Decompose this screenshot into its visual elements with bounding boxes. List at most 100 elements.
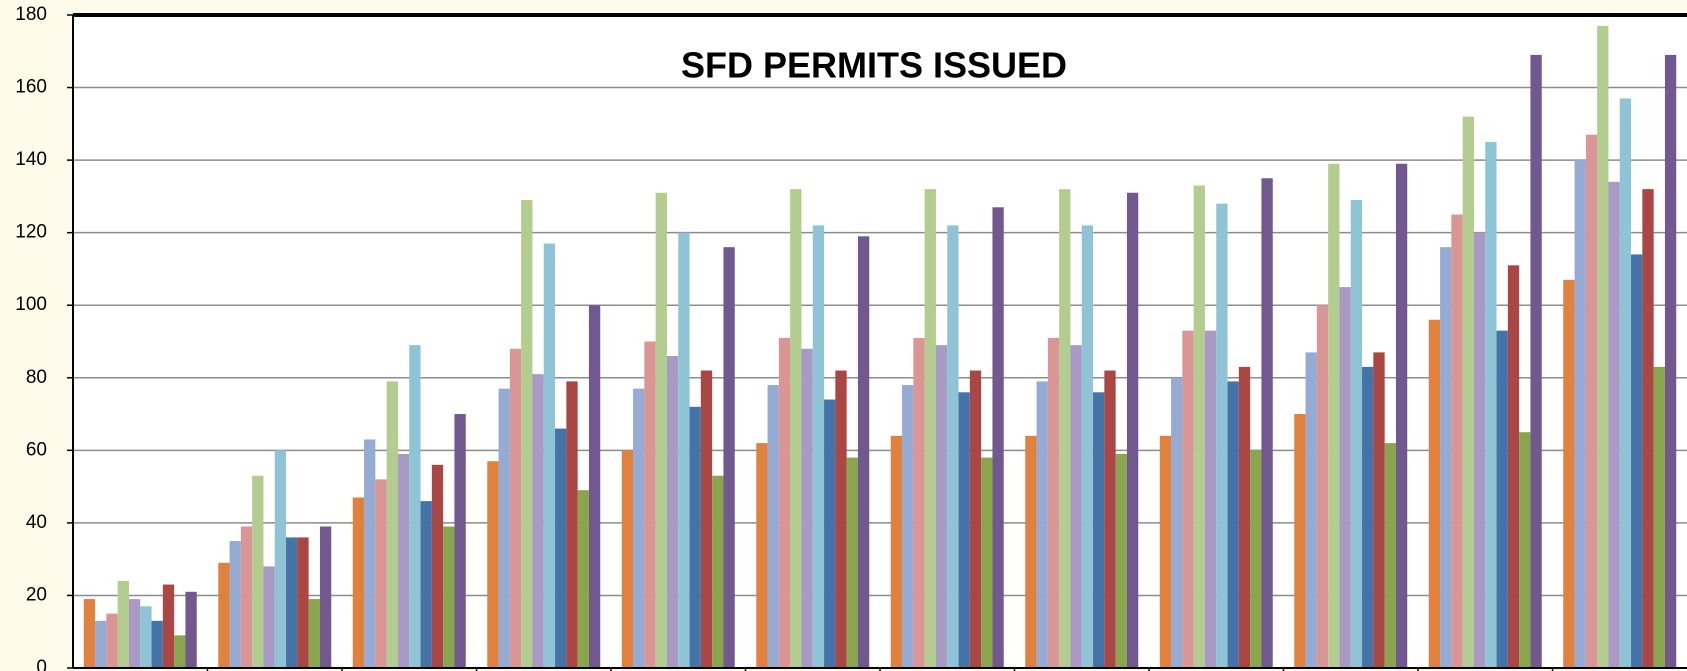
bar bbox=[992, 207, 1004, 668]
bar bbox=[678, 232, 690, 668]
bar bbox=[1025, 435, 1037, 668]
bar bbox=[666, 356, 679, 668]
bar bbox=[1036, 381, 1048, 668]
bar bbox=[1462, 116, 1474, 669]
y-tick-label: 80 bbox=[26, 367, 47, 388]
bar bbox=[1171, 377, 1183, 668]
bar bbox=[1619, 98, 1632, 668]
bar bbox=[1059, 189, 1071, 668]
bar bbox=[532, 374, 544, 668]
bar bbox=[117, 580, 129, 668]
bar bbox=[969, 370, 982, 668]
bar bbox=[297, 537, 309, 668]
bar bbox=[1451, 214, 1463, 668]
bar bbox=[443, 526, 455, 668]
bar bbox=[1047, 337, 1060, 668]
bar bbox=[106, 613, 118, 668]
bar bbox=[1328, 163, 1340, 668]
y-tick-label: 160 bbox=[15, 77, 47, 98]
bar bbox=[521, 200, 533, 668]
bar bbox=[240, 526, 253, 668]
bar bbox=[1530, 54, 1542, 668]
bar bbox=[1440, 247, 1452, 668]
y-tick-label: 0 bbox=[36, 657, 47, 671]
bar bbox=[498, 388, 510, 668]
y-tick-label: 20 bbox=[26, 584, 47, 605]
bar bbox=[700, 370, 713, 668]
bar bbox=[621, 450, 634, 668]
bar bbox=[1294, 414, 1306, 668]
bar bbox=[824, 399, 836, 668]
bar bbox=[174, 635, 186, 668]
bar bbox=[1250, 450, 1262, 668]
bar bbox=[308, 599, 320, 668]
bar bbox=[1126, 192, 1139, 668]
bar bbox=[1081, 225, 1094, 668]
bar bbox=[431, 464, 444, 668]
bar bbox=[83, 599, 96, 668]
bar bbox=[958, 392, 970, 668]
bar bbox=[274, 450, 287, 668]
bar bbox=[1159, 435, 1172, 668]
bar bbox=[555, 428, 567, 668]
bar bbox=[140, 606, 152, 668]
bar bbox=[1585, 134, 1598, 668]
bar bbox=[409, 345, 421, 668]
bar bbox=[1485, 141, 1497, 668]
bar bbox=[801, 348, 813, 668]
bar bbox=[846, 457, 858, 668]
bar bbox=[229, 541, 241, 668]
bar bbox=[95, 620, 107, 668]
bar bbox=[352, 497, 365, 668]
bar bbox=[1507, 265, 1520, 668]
bar bbox=[935, 345, 948, 668]
bar bbox=[981, 457, 993, 668]
bar bbox=[890, 435, 903, 668]
bar bbox=[162, 584, 175, 668]
bar bbox=[1350, 200, 1363, 668]
bar bbox=[454, 414, 466, 668]
y-tick-label: 40 bbox=[26, 512, 47, 533]
bar bbox=[1070, 345, 1082, 668]
bar bbox=[397, 453, 410, 668]
bar bbox=[902, 385, 914, 668]
bar bbox=[1395, 163, 1408, 668]
bar bbox=[1496, 330, 1508, 668]
bar bbox=[1227, 381, 1239, 668]
bar bbox=[723, 247, 735, 668]
bar bbox=[218, 562, 230, 668]
y-tick-label: 100 bbox=[15, 294, 47, 315]
chart-title: SFD PERMITS ISSUED bbox=[681, 45, 1067, 86]
bar bbox=[185, 591, 197, 668]
bar bbox=[633, 388, 645, 668]
bar bbox=[835, 370, 847, 668]
bar bbox=[1362, 366, 1374, 668]
bar bbox=[790, 189, 802, 668]
bar bbox=[947, 225, 959, 668]
bar bbox=[364, 439, 376, 668]
bar bbox=[1653, 366, 1665, 668]
bar bbox=[1631, 254, 1643, 668]
bar bbox=[1204, 330, 1217, 668]
bar bbox=[588, 305, 601, 668]
y-tick-label: 180 bbox=[15, 4, 47, 25]
bar bbox=[1305, 352, 1317, 668]
y-tick-label: 60 bbox=[26, 439, 47, 460]
bar bbox=[924, 189, 936, 668]
bar bbox=[1193, 185, 1205, 668]
bars bbox=[83, 25, 1677, 669]
bar bbox=[1384, 443, 1396, 668]
bar bbox=[566, 381, 578, 668]
bar bbox=[1574, 160, 1586, 668]
bar bbox=[857, 236, 870, 669]
bar bbox=[1093, 392, 1105, 668]
bar bbox=[655, 192, 667, 668]
bar bbox=[420, 501, 432, 668]
bar bbox=[1339, 287, 1351, 668]
bar bbox=[1104, 370, 1116, 668]
bar bbox=[644, 341, 656, 668]
bar bbox=[812, 225, 825, 668]
bar bbox=[1115, 453, 1127, 668]
